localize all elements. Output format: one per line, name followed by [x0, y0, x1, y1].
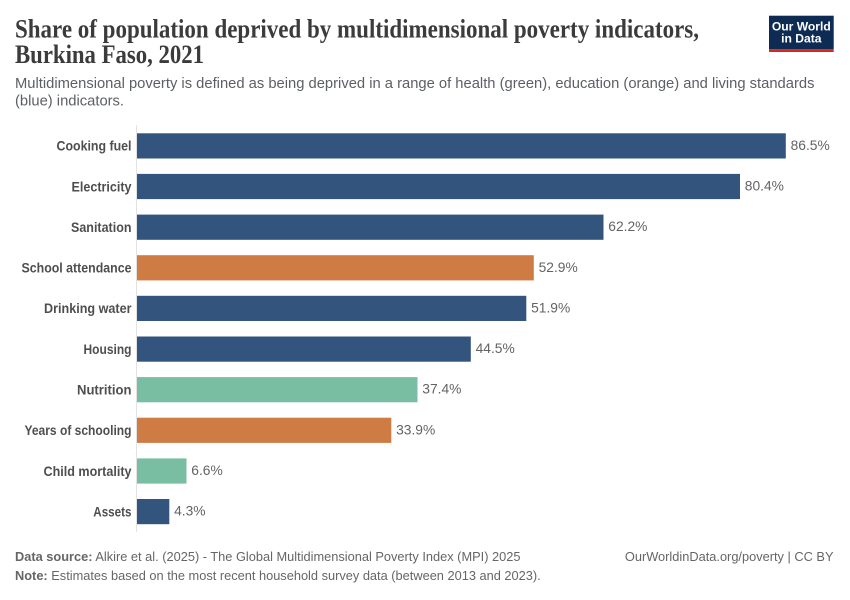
svg-text:4.3%: 4.3% — [174, 504, 205, 519]
svg-text:52.9%: 52.9% — [539, 260, 578, 275]
svg-text:Years of schooling: Years of schooling — [25, 423, 132, 438]
svg-text:in Data: in Data — [781, 31, 822, 45]
svg-text:School attendance: School attendance — [22, 261, 132, 276]
svg-text:Data source: Alkire et al. (20: Data source: Alkire et al. (2025) - The … — [15, 549, 520, 564]
svg-text:Assets: Assets — [93, 504, 131, 519]
svg-text:44.5%: 44.5% — [476, 341, 515, 356]
svg-text:OurWorldinData.org/poverty | C: OurWorldinData.org/poverty | CC BY — [625, 549, 834, 564]
svg-text:Child mortality: Child mortality — [44, 464, 132, 479]
svg-text:Sanitation: Sanitation — [71, 220, 132, 235]
svg-text:6.6%: 6.6% — [191, 463, 222, 478]
svg-text:86.5%: 86.5% — [791, 138, 830, 153]
svg-text:37.4%: 37.4% — [422, 382, 461, 397]
svg-text:51.9%: 51.9% — [531, 300, 570, 315]
svg-text:(blue) indicators.: (blue) indicators. — [15, 94, 124, 110]
svg-text:Drinking water: Drinking water — [44, 301, 132, 316]
svg-text:Cooking fuel: Cooking fuel — [57, 139, 132, 154]
svg-text:Multidimensional poverty is de: Multidimensional poverty is defined as b… — [15, 76, 814, 92]
svg-text:80.4%: 80.4% — [745, 179, 784, 194]
svg-text:Electricity: Electricity — [72, 179, 132, 194]
svg-text:Share of population deprived b: Share of population deprived by multidim… — [15, 15, 699, 44]
svg-text:Our World: Our World — [772, 20, 831, 34]
svg-text:Nutrition: Nutrition — [77, 383, 132, 398]
svg-text:62.2%: 62.2% — [608, 219, 647, 234]
svg-text:Burkina Faso, 2021: Burkina Faso, 2021 — [15, 40, 204, 69]
svg-text:33.9%: 33.9% — [396, 422, 435, 437]
svg-text:Note: Estimates based on the m: Note: Estimates based on the most recent… — [15, 568, 541, 583]
svg-text:Housing: Housing — [84, 342, 132, 357]
